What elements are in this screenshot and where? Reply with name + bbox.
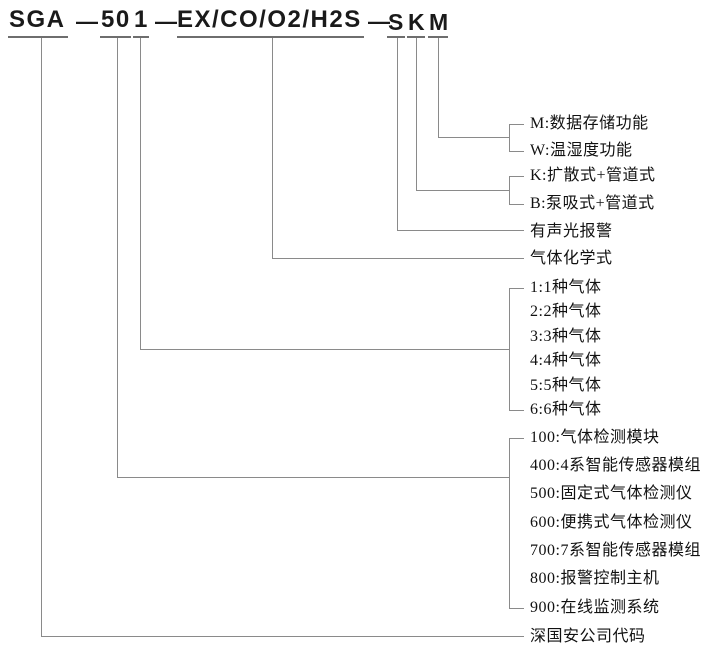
leader-option-k (416, 190, 510, 191)
label-function-m: M:数据存储功能 (530, 115, 649, 132)
label-series-700: 700:7系智能传感器模组 (530, 542, 701, 559)
label-gas-count-6: 6:6种气体 (530, 401, 602, 418)
label-sampling-k: K:扩散式+管道式 (530, 167, 656, 184)
model-dash-3: — (368, 9, 390, 34)
bracket-function-tick-top (509, 124, 524, 125)
label-gas-formula: 气体化学式 (530, 250, 613, 267)
label-gas-count-3: 3:3种气体 (530, 328, 602, 345)
bracket-gas-count-tick-bottom (509, 410, 524, 411)
label-series-100: 100:气体检测模块 (530, 429, 660, 446)
leader-series (117, 477, 509, 478)
model-dash-2: — (155, 9, 177, 34)
model-dash-1: — (76, 9, 98, 34)
connector-gas-count-vertical (140, 38, 141, 350)
underline-option-m (428, 36, 448, 38)
model-gas-count-digit: 1 (134, 6, 149, 33)
bracket-sampling-tick-bottom (509, 204, 524, 205)
bracket-series-tick-top (509, 438, 524, 439)
label-alarm: 有声光报警 (530, 223, 613, 240)
underline-gases (177, 36, 364, 38)
underline-prefix (8, 36, 68, 38)
leader-option-m (438, 137, 510, 138)
connector-gases-vertical (272, 38, 273, 259)
bracket-series-tick-bottom (509, 608, 524, 609)
label-series-400: 400:4系智能传感器模组 (530, 457, 701, 474)
bracket-sampling-tick-top (509, 176, 524, 177)
label-gas-count-4: 4:4种气体 (530, 352, 602, 369)
underline-series (100, 36, 131, 38)
bracket-gas-count-vertical (509, 288, 510, 411)
bracket-function-tick-bottom (509, 151, 524, 152)
label-series-600: 600:便携式气体检测仪 (530, 514, 693, 531)
underline-option-s (387, 36, 405, 38)
model-prefix: SGA (9, 6, 66, 33)
label-company-code: 深国安公司代码 (530, 628, 646, 645)
label-gas-count-2: 2:2种气体 (530, 303, 602, 320)
connector-option-k-vertical (416, 38, 417, 191)
underline-gas-count (133, 36, 149, 38)
label-series-800: 800:报警控制主机 (530, 570, 660, 587)
underline-option-k (407, 36, 425, 38)
model-gas-formulas: EX/CO/O2/H2S (177, 6, 362, 33)
leader-gas-formula (272, 258, 524, 259)
model-option-s: S (388, 9, 404, 35)
bracket-function-vertical (509, 124, 510, 152)
label-function-w: W:温湿度功能 (530, 142, 633, 159)
label-series-900: 900:在线监测系统 (530, 599, 660, 616)
connector-prefix-vertical (41, 38, 42, 637)
leader-company (41, 636, 524, 637)
model-option-m: M (429, 9, 449, 35)
bracket-sampling-vertical (509, 176, 510, 205)
label-sampling-b: B:泵吸式+管道式 (530, 195, 655, 212)
model-series-digits: 50 (101, 6, 131, 33)
bracket-series-vertical (509, 438, 510, 609)
label-gas-count-1: 1:1种气体 (530, 279, 602, 296)
bracket-gas-count-tick-top (509, 288, 524, 289)
connector-option-m-vertical (438, 38, 439, 138)
leader-alarm (397, 230, 524, 231)
leader-gas-count (140, 349, 509, 350)
label-series-500: 500:固定式气体检测仪 (530, 485, 693, 502)
connector-option-s-vertical (397, 38, 398, 231)
model-option-k: K (408, 9, 425, 35)
label-gas-count-5: 5:5种气体 (530, 377, 602, 394)
connector-series-vertical (117, 38, 118, 478)
